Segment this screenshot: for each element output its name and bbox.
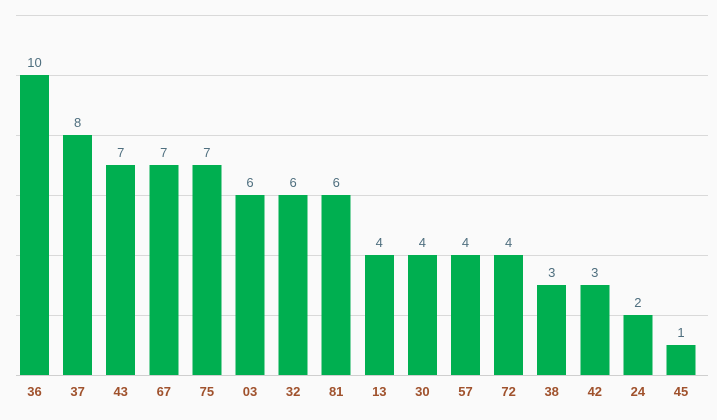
value-label-03: 6 [246, 175, 253, 190]
value-label-67: 7 [160, 145, 167, 160]
value-labels: 10 8 7 7 7 6 6 6 4 4 4 4 3 3 2 1 [27, 55, 684, 340]
value-label-42: 3 [591, 265, 598, 280]
value-label-57: 4 [462, 235, 469, 250]
value-label-24: 2 [634, 295, 641, 310]
value-label-75: 7 [203, 145, 210, 160]
x-tick-label-67: 67 [157, 384, 171, 399]
x-tick-label-36: 36 [27, 384, 41, 399]
x-tick-label-37: 37 [70, 384, 84, 399]
x-tick-label-38: 38 [544, 384, 558, 399]
value-label-32: 6 [289, 175, 296, 190]
x-tick-label-30: 30 [415, 384, 429, 399]
value-label-37: 8 [74, 115, 81, 130]
value-label-43: 7 [117, 145, 124, 160]
bar-81[interactable] [321, 195, 351, 375]
x-tick-label-43: 43 [113, 384, 127, 399]
bar-38[interactable] [537, 285, 567, 375]
x-tick-label-45: 45 [674, 384, 688, 399]
bar-72[interactable] [494, 255, 524, 375]
bar-57[interactable] [451, 255, 480, 375]
value-label-36: 10 [27, 55, 41, 70]
value-label-13: 4 [376, 235, 383, 250]
bar-75[interactable] [192, 165, 222, 375]
x-tick-label-03: 03 [243, 384, 257, 399]
x-tick-label-75: 75 [200, 384, 214, 399]
x-tick-label-32: 32 [286, 384, 300, 399]
bar-37[interactable] [63, 135, 93, 375]
x-tick-label-81: 81 [329, 384, 343, 399]
x-tick-label-42: 42 [588, 384, 602, 399]
bar-67[interactable] [149, 165, 179, 375]
bar-42[interactable] [580, 285, 610, 375]
bar-43[interactable] [106, 165, 136, 375]
value-label-38: 3 [548, 265, 555, 280]
bar-13[interactable] [364, 255, 394, 375]
bar-30[interactable] [407, 255, 437, 375]
x-tick-labels: 36 37 43 67 75 03 32 81 13 30 57 72 38 42 24 45 [27, 384, 688, 399]
x-tick-label-72: 72 [501, 384, 515, 399]
value-label-81: 6 [333, 175, 340, 190]
bar-45[interactable] [666, 345, 696, 375]
bar-32[interactable] [278, 195, 308, 375]
bar-24[interactable] [623, 315, 653, 375]
x-tick-label-57: 57 [458, 384, 472, 399]
value-label-72: 4 [505, 235, 512, 250]
value-label-30: 4 [419, 235, 426, 250]
bar-36[interactable] [20, 75, 49, 375]
value-label-45: 1 [677, 325, 684, 340]
x-tick-label-13: 13 [372, 384, 386, 399]
x-tick-label-24: 24 [631, 384, 646, 399]
bars [20, 75, 696, 375]
bar-03[interactable] [235, 195, 265, 375]
